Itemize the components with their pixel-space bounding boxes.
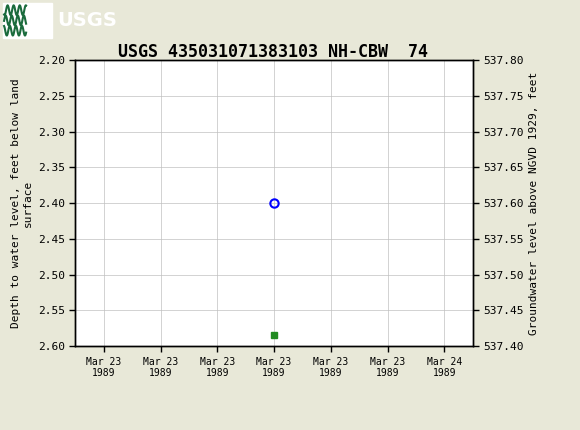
Y-axis label: Groundwater level above NGVD 1929, feet: Groundwater level above NGVD 1929, feet (529, 71, 539, 335)
FancyBboxPatch shape (3, 3, 52, 37)
Text: USGS 435031071383103 NH-CBW  74: USGS 435031071383103 NH-CBW 74 (118, 43, 427, 61)
Text: USGS: USGS (57, 11, 117, 30)
Y-axis label: Depth to water level, feet below land
surface: Depth to water level, feet below land su… (11, 78, 32, 328)
